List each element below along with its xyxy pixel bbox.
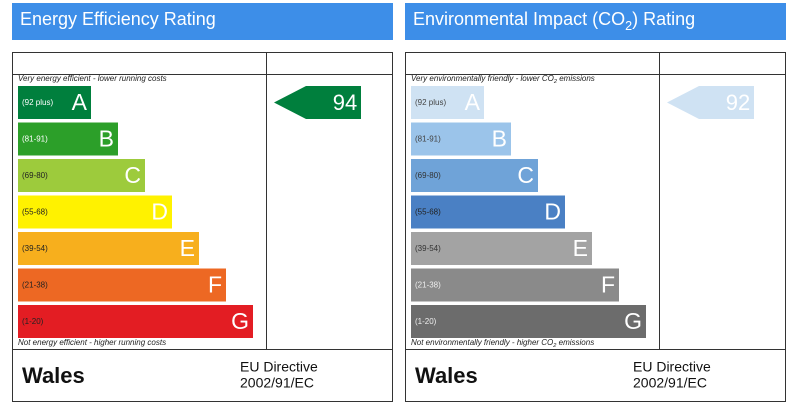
rating-arrow <box>274 86 361 119</box>
directive-line: EU Directive <box>633 359 711 375</box>
band-letter: G <box>624 308 642 334</box>
panel-title: Environmental Impact (CO2) Rating <box>413 9 695 34</box>
bottom-note-part: Not energy efficient - higher running co… <box>18 338 166 347</box>
band-bar <box>411 305 646 338</box>
band-range: (55-68) <box>22 208 48 217</box>
panel-title-part: 2 <box>625 19 632 33</box>
band-letter: F <box>601 272 615 298</box>
band-letter: B <box>492 126 507 152</box>
band-bar <box>18 232 199 265</box>
band-bar <box>18 86 91 119</box>
band-range: (69-80) <box>22 171 48 180</box>
country: Wales <box>415 363 478 388</box>
band-bar <box>411 195 565 229</box>
bottom-note-part: Not environmentally friendly - higher CO <box>411 338 553 347</box>
top-note: Very energy efficient - lower running co… <box>18 74 167 83</box>
band-bar <box>18 305 253 338</box>
band-range: (21-38) <box>22 281 48 290</box>
top-note: Very environmentally friendly - lower CO… <box>411 74 595 85</box>
band-range: (81-91) <box>22 135 48 144</box>
band-letter: A <box>72 89 88 115</box>
band-range: (1-20) <box>415 317 437 326</box>
band-letter: A <box>465 89 481 115</box>
band-letter: E <box>573 235 588 261</box>
band-bar <box>18 159 145 192</box>
rating-arrow <box>667 86 754 119</box>
title-bar <box>12 3 393 40</box>
band-bar <box>411 86 484 119</box>
band-letter: D <box>151 199 168 225</box>
band-letter: E <box>180 235 195 261</box>
rating-value: 94 <box>333 90 357 115</box>
top-note-part: 2 <box>553 79 558 85</box>
bottom-note: Not environmentally friendly - higher CO… <box>411 338 594 349</box>
band-bar <box>18 122 118 156</box>
band-bar <box>18 195 172 229</box>
band-bar <box>411 159 538 192</box>
top-note-part: Very environmentally friendly - lower CO <box>411 74 554 83</box>
panel-title-part: Environmental Impact (CO <box>413 9 625 29</box>
band-range: (21-38) <box>415 281 441 290</box>
panel-title: Energy Efficiency Rating <box>20 9 216 29</box>
panel-title-part: ) Rating <box>632 9 695 29</box>
band-range: (81-91) <box>415 135 441 144</box>
title-bar <box>405 3 786 40</box>
band-range: (55-68) <box>415 208 441 217</box>
band-letter: F <box>208 272 222 298</box>
bottom-note-part: emissions <box>556 338 594 347</box>
top-note-part: Very energy efficient - lower running co… <box>18 74 167 83</box>
band-bar <box>411 232 592 265</box>
band-letter: C <box>517 162 534 188</box>
directive-line: 2002/91/EC <box>633 375 707 391</box>
band-range: (39-54) <box>415 244 441 253</box>
band-letter: G <box>231 308 249 334</box>
bottom-note-part: 2 <box>552 343 557 349</box>
top-note-part: emissions <box>557 74 595 83</box>
band-letter: D <box>544 199 561 225</box>
directive-line: EU Directive <box>240 359 318 375</box>
country: Wales <box>22 363 85 388</box>
band-bar <box>18 268 226 302</box>
band-range: (69-80) <box>415 171 441 180</box>
band-range: (1-20) <box>22 317 44 326</box>
band-range: (92 plus) <box>415 98 446 107</box>
band-bar <box>411 268 619 302</box>
band-letter: B <box>99 126 114 152</box>
rating-value: 92 <box>726 90 750 115</box>
bottom-note: Not energy efficient - higher running co… <box>18 338 166 347</box>
panel-title-part: Energy Efficiency Rating <box>20 9 216 29</box>
band-range: (92 plus) <box>22 98 53 107</box>
band-letter: C <box>124 162 141 188</box>
band-bar <box>411 122 511 156</box>
band-range: (39-54) <box>22 244 48 253</box>
directive-line: 2002/91/EC <box>240 375 314 391</box>
